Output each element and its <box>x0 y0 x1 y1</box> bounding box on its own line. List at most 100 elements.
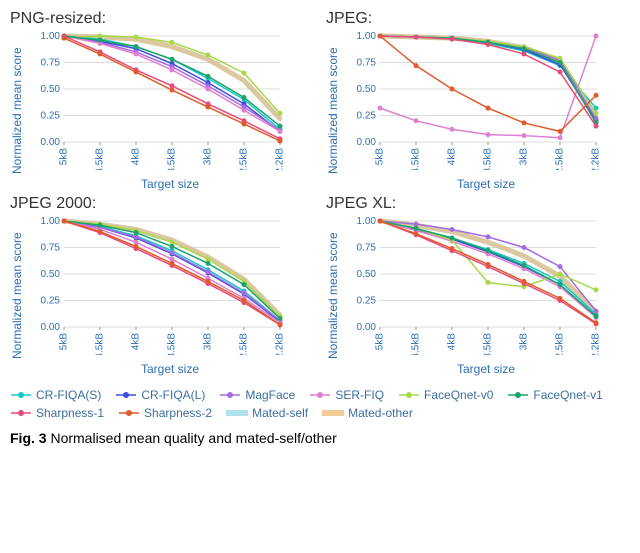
panel-title: JPEG 2000: <box>10 195 314 213</box>
svg-text:5kB: 5kB <box>59 333 70 351</box>
legend-item: Sharpness-1 <box>10 406 104 420</box>
svg-text:2.2kB: 2.2kB <box>275 333 286 355</box>
legend-swatch-icon <box>10 408 32 418</box>
legend-label: Mated-self <box>252 406 308 420</box>
svg-text:1.00: 1.00 <box>357 216 377 227</box>
legend-item: MagFace <box>219 388 295 402</box>
series-faceqnet_v0 <box>380 36 596 113</box>
svg-text:3kB: 3kB <box>203 148 214 166</box>
y-axis-label: Normalized mean score <box>326 30 340 191</box>
chart-plot: 0.00 0.25 0.50 0.75 1.00 5kB 4.5kB 4kB 3.5kB 3kB 2… <box>26 30 286 170</box>
legend-swatch-icon <box>115 390 137 400</box>
legend-swatch-icon <box>226 408 248 418</box>
panel: JPEG 2000: Normalized mean score 0.00 0.25 0… <box>10 195 314 376</box>
svg-text:0.25: 0.25 <box>357 296 377 307</box>
svg-text:2.5kB: 2.5kB <box>239 333 250 355</box>
panel: JPEG:Normalized mean score0.000.250.500.… <box>326 10 630 191</box>
svg-text:0.00: 0.00 <box>41 137 61 148</box>
y-axis-label: Normalized mean score <box>326 215 340 376</box>
legend-swatch-icon <box>219 390 241 400</box>
legend-label: Sharpness-2 <box>144 406 212 420</box>
svg-text:5kB: 5kB <box>375 333 386 351</box>
svg-text:2.2kB: 2.2kB <box>591 148 602 170</box>
svg-text:3kB: 3kB <box>519 333 530 351</box>
legend-swatch-icon <box>309 390 331 400</box>
svg-text:4.5kB: 4.5kB <box>95 333 106 355</box>
svg-text:4.5kB: 4.5kB <box>411 333 422 355</box>
legend-item: FaceQnet-v0 <box>398 388 493 402</box>
legend-item: Mated-self <box>226 406 308 420</box>
legend-item: CR-FIQA(L) <box>115 388 205 402</box>
panel-title: JPEG: <box>326 10 630 28</box>
x-axis-label: Target size <box>26 177 314 191</box>
legend-item: CR-FIQA(S) <box>10 388 101 402</box>
svg-text:0.50: 0.50 <box>357 269 377 280</box>
caption-prefix: Fig. 3 <box>10 430 47 446</box>
series-crfiqa_l <box>64 221 280 322</box>
x-axis-label: Target size <box>342 177 630 191</box>
svg-text:1.00: 1.00 <box>41 216 61 227</box>
series-serfiq <box>64 221 280 323</box>
series-sharpness2 <box>64 221 280 325</box>
svg-text:0.75: 0.75 <box>41 58 61 69</box>
svg-text:4.5kB: 4.5kB <box>411 148 422 170</box>
legend-swatch-icon <box>507 390 529 400</box>
chart-grid: PNG-resized: Normalized mean score 0.00 0.2… <box>10 10 630 376</box>
caption-text: Normalised mean quality and mated-self/o… <box>50 430 336 446</box>
svg-text:0.00: 0.00 <box>357 137 377 148</box>
svg-text:0.50: 0.50 <box>357 84 377 95</box>
svg-text:0.25: 0.25 <box>41 296 61 307</box>
svg-text:0.75: 0.75 <box>41 243 61 254</box>
series-serfiq <box>380 36 596 138</box>
svg-text:3kB: 3kB <box>203 333 214 351</box>
svg-text:4kB: 4kB <box>131 148 142 166</box>
legend-label: CR-FIQA(L) <box>141 388 205 402</box>
legend-item: Mated-other <box>322 406 413 420</box>
legend-swatch-icon <box>118 408 140 418</box>
legend-item: FaceQnet-v1 <box>507 388 602 402</box>
svg-text:3.5kB: 3.5kB <box>167 148 178 170</box>
svg-text:3.5kB: 3.5kB <box>483 333 494 355</box>
svg-text:0.75: 0.75 <box>357 58 377 69</box>
figure-caption: Fig. 3 Normalised mean quality and mated… <box>10 430 630 446</box>
series-sharpness2 <box>380 36 596 131</box>
panel-title: PNG-resized: <box>10 10 314 28</box>
svg-text:0.00: 0.00 <box>357 322 377 333</box>
svg-text:4kB: 4kB <box>131 333 142 351</box>
y-axis-label: Normalized mean score <box>10 215 24 376</box>
svg-text:3.5kB: 3.5kB <box>167 333 178 355</box>
svg-text:0.75: 0.75 <box>357 243 377 254</box>
legend: CR-FIQA(S) CR-FIQA(L) MagFace SER-FIQ FaceQn… <box>10 388 630 420</box>
svg-text:2.2kB: 2.2kB <box>275 148 286 170</box>
svg-text:0.50: 0.50 <box>41 84 61 95</box>
legend-label: Mated-other <box>348 406 413 420</box>
legend-label: FaceQnet-v0 <box>424 388 493 402</box>
svg-text:4kB: 4kB <box>447 148 458 166</box>
legend-swatch-icon <box>10 390 32 400</box>
svg-text:1.00: 1.00 <box>357 31 377 42</box>
svg-text:1.00: 1.00 <box>41 31 61 42</box>
series-sharpness1 <box>380 36 596 126</box>
chart-plot: 0.00 0.25 0.50 0.75 1.00 5kB 4.5kB 4kB 3.5kB 3kB 2… <box>342 215 602 355</box>
legend-label: SER-FIQ <box>335 388 384 402</box>
svg-text:0.25: 0.25 <box>41 111 61 122</box>
series-sharpness1 <box>64 221 280 325</box>
legend-swatch-icon <box>398 390 420 400</box>
svg-text:4kB: 4kB <box>447 333 458 351</box>
x-axis-label: Target size <box>342 362 630 376</box>
legend-swatch-icon <box>322 408 344 418</box>
svg-text:0.00: 0.00 <box>41 322 61 333</box>
svg-text:4.5kB: 4.5kB <box>95 148 106 170</box>
panel: PNG-resized: Normalized mean score 0.00 0.2… <box>10 10 314 191</box>
svg-text:2.2kB: 2.2kB <box>591 333 602 355</box>
svg-text:5kB: 5kB <box>375 148 386 166</box>
x-axis-label: Target size <box>26 362 314 376</box>
svg-text:5kB: 5kB <box>59 148 70 166</box>
legend-label: CR-FIQA(S) <box>36 388 101 402</box>
chart-plot: 0.000.250.500.751.005kB4.5kB4kB3.5kB3kB2… <box>342 30 602 170</box>
legend-label: FaceQnet-v1 <box>533 388 602 402</box>
y-axis-label: Normalized mean score <box>10 30 24 191</box>
svg-text:2.5kB: 2.5kB <box>555 333 566 355</box>
svg-text:2.5kB: 2.5kB <box>555 148 566 170</box>
svg-text:3kB: 3kB <box>519 148 530 166</box>
